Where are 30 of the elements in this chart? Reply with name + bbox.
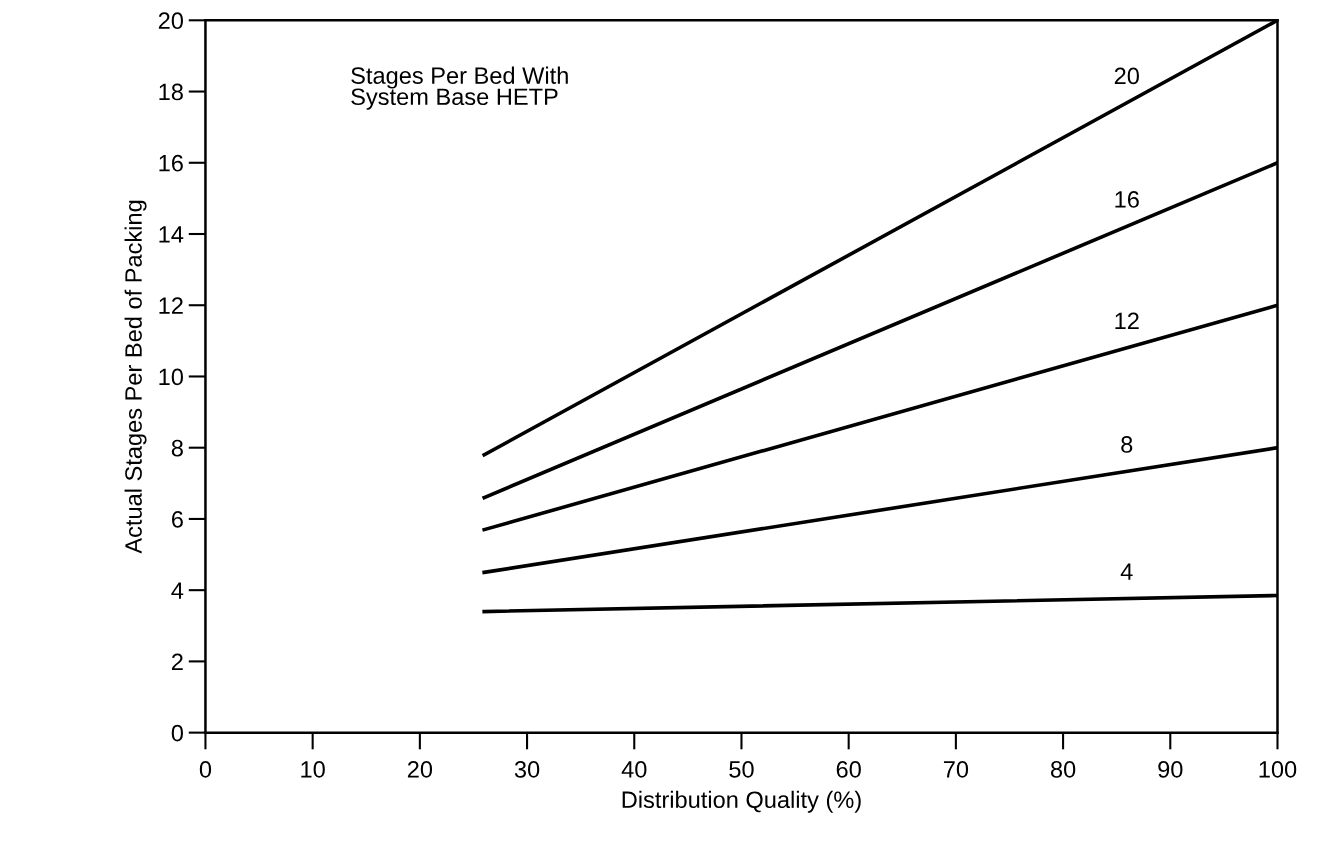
series-label: 12 <box>1115 312 1139 330</box>
y-tick-label: 10 <box>159 368 183 386</box>
series-label: 8 <box>1121 436 1133 453</box>
y-tick-label: 0 <box>171 724 183 742</box>
y-tick-label: 12 <box>159 297 183 314</box>
series-label: 16 <box>1115 191 1139 208</box>
y-tick-label: 18 <box>159 83 183 101</box>
y-axis-title: Actual Stages Per Bed of Packing <box>124 200 147 554</box>
y-tick-label: 2 <box>171 653 183 670</box>
x-tick-label: 70 <box>943 761 969 778</box>
x-tick-label: 0 <box>199 761 212 778</box>
x-tick-label: 100 <box>1259 761 1297 778</box>
y-tick-label: 6 <box>171 511 183 528</box>
x-axis-title: Distribution Quality (%) <box>622 790 861 813</box>
y-tick-label: 16 <box>159 154 183 172</box>
x-tick-label: 20 <box>407 761 433 778</box>
x-tick-label: 10 <box>301 761 325 778</box>
x-tick-label: 90 <box>1158 761 1183 778</box>
series-label: 4 <box>1120 563 1133 580</box>
x-tick-label: 50 <box>729 761 754 778</box>
series-label: 20 <box>1114 67 1139 85</box>
y-tick-label: 8 <box>171 439 183 457</box>
annotation: Stages Per Bed With System Base HETP <box>351 66 568 110</box>
x-tick-label: 40 <box>621 761 647 778</box>
y-tick-label: 20 <box>158 12 183 30</box>
x-tick-label: 30 <box>514 761 540 778</box>
y-tick-label: 14 <box>159 226 184 243</box>
y-tick-label: 4 <box>171 582 184 599</box>
x-tick-label: 60 <box>836 761 861 778</box>
x-tick-label: 80 <box>1050 761 1076 778</box>
